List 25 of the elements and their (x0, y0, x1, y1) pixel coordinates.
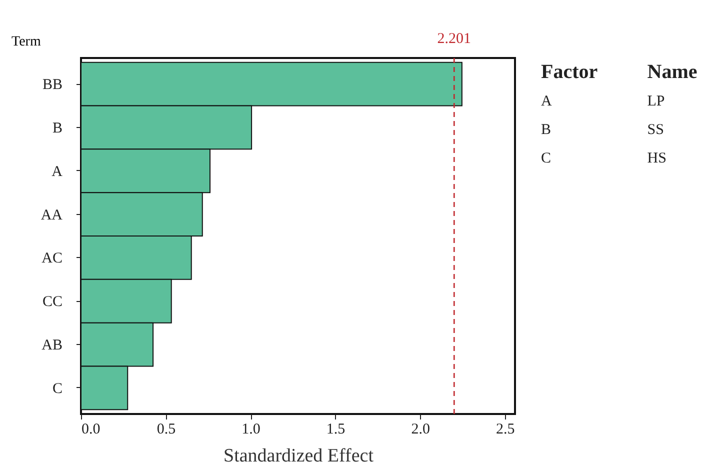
x-tick-label: 0.5 (156, 422, 176, 438)
x-tick-label: 0.0 (82, 422, 100, 438)
text: B (541, 122, 552, 138)
y-tick-label: AA (40, 207, 63, 224)
x-tick-label: 1.0 (242, 422, 260, 438)
x-tick-label: 2.0 (411, 422, 430, 438)
y-tick-label: A (52, 164, 63, 180)
text: SS (647, 122, 664, 138)
y-tick-label: CC (42, 294, 62, 310)
y-tick-label: C (52, 380, 62, 397)
text: A (541, 94, 552, 110)
text: C (541, 150, 552, 167)
x-tick-label: 2.5 (496, 422, 515, 438)
y-tick-label: B (52, 120, 62, 136)
text: Name (647, 61, 698, 84)
y-tick-label: BB (42, 77, 62, 94)
ref-line-label: 2.201 (437, 31, 472, 47)
y-axis-title: Term (12, 34, 41, 50)
y-tick-label: AC (42, 250, 62, 267)
text: Factor (541, 61, 598, 84)
x-axis-title: Standardized Effect (224, 446, 374, 466)
text: LP (647, 94, 665, 110)
text: HS (647, 150, 666, 167)
y-tick-label: AB (42, 338, 62, 354)
x-tick-label: 1.5 (326, 422, 346, 438)
